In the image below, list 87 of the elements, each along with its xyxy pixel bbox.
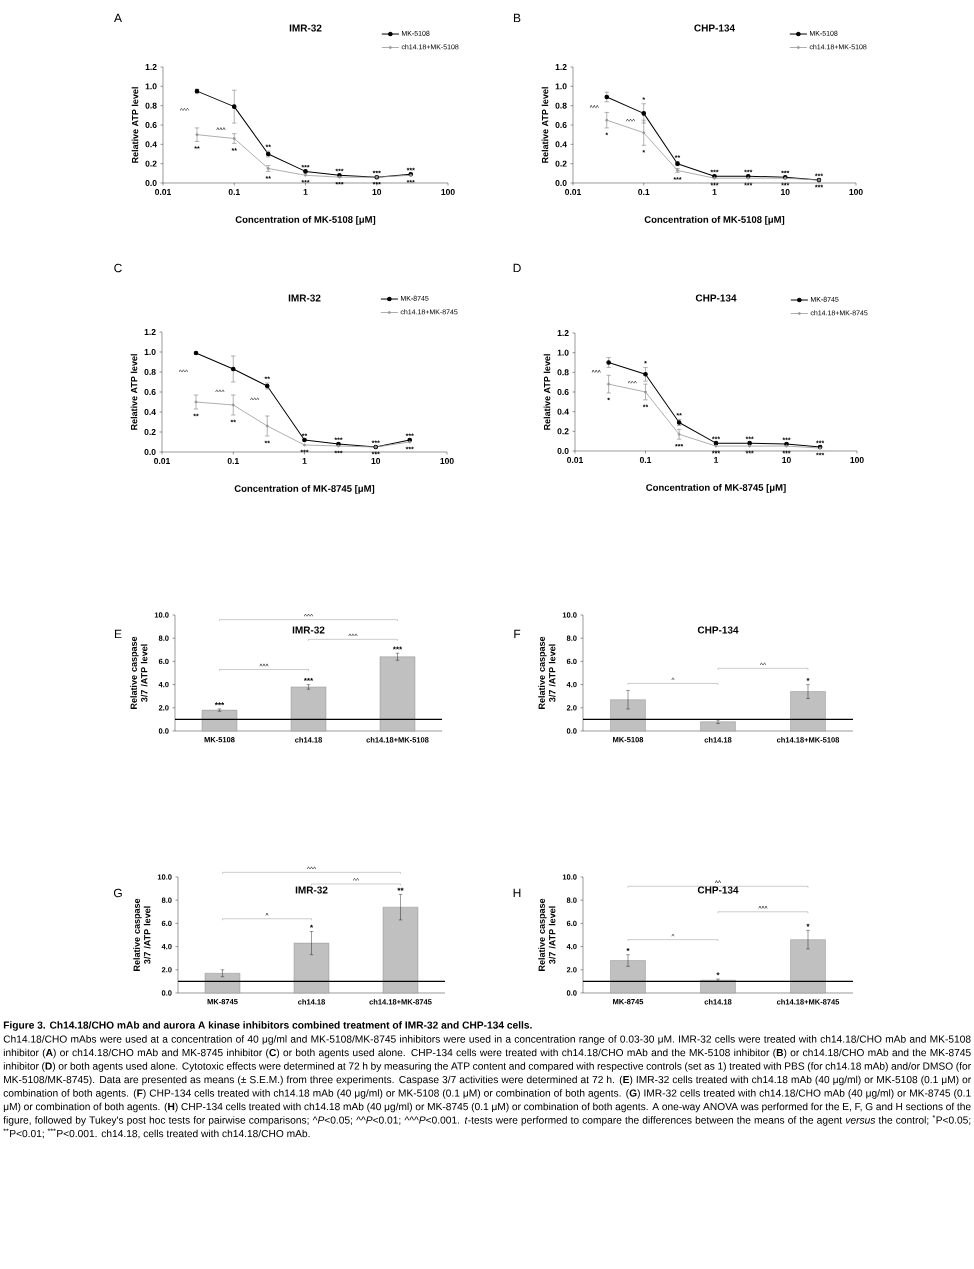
y-tick-label: 0.4	[144, 408, 156, 415]
y-tick-label: 0.2	[145, 160, 157, 167]
x-tick-label: 0.01	[155, 189, 172, 196]
caption: Figure 3. Ch14.18/CHO mAb and aurora A kinase inhibitors combined treatment of IMR-32 and CHP-134 cells.	[3, 1021, 532, 1031]
y-tick-label: 0.6	[144, 388, 156, 395]
y-tick-label: 1.2	[145, 64, 157, 70]
x-axis-title: Concentration of MK-5108 [μM]	[235, 215, 376, 225]
chart-title: IMR-32	[289, 24, 322, 32]
y-axis-title: Relative ATP level	[130, 354, 138, 430]
chart-title: IMR-32	[288, 294, 321, 302]
x-tick-label: 0.1	[228, 189, 240, 196]
y-tick-label: 0.8	[145, 102, 157, 109]
x-tick-label: 0.01	[154, 458, 171, 465]
y-tick-label: 0.0	[145, 179, 157, 186]
x-tick-label: 0.1	[639, 457, 652, 464]
y-tick-label: 1.0	[555, 83, 567, 90]
x-tick-label: 1	[712, 189, 717, 195]
data-label: *	[716, 972, 720, 976]
x-tick-label: 100	[849, 189, 863, 196]
y-axis-title: Relative ATP level	[541, 87, 549, 163]
y-tick-label: 0.4	[145, 141, 157, 148]
y-tick-label: 0.6	[145, 121, 157, 128]
x-tick-label: 100	[440, 458, 454, 465]
chart-title: CHP-134	[695, 294, 737, 302]
chart-title: CHP-134	[694, 24, 735, 32]
y-axis-title: Relative caspase 3/7 /ATP level	[538, 898, 556, 971]
x-tick-label: 0.01	[565, 189, 582, 196]
text: A	[114, 13, 122, 23]
y-tick-label: 0.2	[144, 428, 156, 435]
text: B	[513, 13, 521, 23]
x-tick-label: 1	[714, 457, 719, 463]
y-tick-label: 1.0	[144, 348, 156, 355]
y-tick-label: 1.0	[557, 349, 569, 356]
y-tick-label: 0.4	[557, 408, 569, 415]
y-tick-label: 1.2	[144, 329, 156, 335]
text: IMR-32	[295, 886, 328, 894]
text: C	[114, 263, 122, 273]
y-tick-label: 0.2	[557, 428, 569, 435]
y-axis-title: Relative caspase 3/7 /ATP level	[538, 636, 556, 709]
data-label: ***	[214, 702, 225, 706]
text: CHP-134	[697, 886, 739, 894]
x-tick-label: 10	[371, 458, 381, 465]
y-tick-label: 0.0	[144, 448, 156, 455]
y-tick-label: 0.0	[555, 179, 567, 186]
x-tick-label: 0.01	[567, 457, 584, 464]
y-tick-label: 0.0	[557, 447, 569, 454]
data-label: *	[309, 924, 314, 928]
text: H	[513, 888, 521, 898]
x-axis-title: Concentration of MK-8745 [μM]	[234, 484, 375, 494]
y-tick-label: 0.6	[557, 388, 569, 395]
y-tick-label: 1.2	[557, 330, 569, 336]
text: G	[113, 888, 122, 898]
x-axis-title: Concentration of MK-5108 [μM]	[644, 215, 785, 225]
x-tick-label: 100	[850, 457, 864, 464]
x-tick-label: 0.1	[227, 458, 239, 465]
y-axis-title: Relative caspase 3/7 /ATP level	[133, 898, 151, 971]
y-axis-title: Relative caspase 3/7 /ATP level	[130, 636, 148, 709]
y-tick-label: 0.8	[557, 369, 569, 376]
y-tick-label: 0.6	[555, 121, 567, 128]
text: E	[114, 629, 122, 639]
text: F	[514, 629, 521, 639]
y-tick-label: 1.2	[555, 64, 567, 70]
x-tick-label: 0.1	[638, 189, 650, 196]
x-tick-label: 1	[302, 458, 307, 464]
text: CHP-134	[697, 626, 739, 634]
x-tick-label: 1	[303, 189, 308, 195]
text: IMR-32	[292, 626, 325, 634]
y-axis-title: Relative ATP level	[131, 87, 139, 163]
x-tick-label: 10	[781, 189, 790, 196]
y-tick-label: 1.0	[145, 83, 157, 90]
data-label: *	[806, 923, 810, 927]
data-label: **	[397, 887, 404, 891]
x-tick-label: 10	[782, 457, 791, 464]
y-axis-title: Relative ATP level	[543, 354, 551, 430]
data-label: *	[806, 677, 810, 681]
x-tick-label: 100	[441, 189, 455, 196]
data-label: ***	[392, 646, 403, 650]
x-axis-title: Concentration of MK-8745 [μM]	[646, 483, 786, 493]
y-tick-label: 0.4	[555, 141, 567, 148]
y-tick-label: 0.8	[555, 102, 567, 109]
y-tick-label: 0.8	[144, 368, 156, 375]
y-tick-label: 0.2	[555, 160, 567, 167]
data-label: *	[626, 948, 630, 951]
text: D	[513, 263, 521, 273]
data-label: ***	[303, 677, 314, 681]
x-tick-label: 10	[372, 189, 382, 196]
text: Ch14.18/CHO mAbs were used at a concentration of 40 μg/ml and MK-5108/MK-8745 inhibitors were used in a concentration range of 0.03-30 μM. IMR-32 cells were treated with ch14.18/CHO mAb and MK-5108 inhibitor (A) or ch14.18/CHO mAb and MK-8745 inhibitor (C) or both agents used alone. CHP-134 cells were treated with ch14.18/CHO mAb and the MK-5108 inhibitor (B) or ch14.18/CHO mAb and the MK-8745 inhibitor (D) or both agents used alone. Cytotoxic effects were determined at 72 h by measuring the ATP content and compared with respective controls (set as 1) treated with PBS (for ch14.18 mAb) and/or DMSO (for MK-5108/MK-8745). Data are presented as means (± S.E.M.) from three experiments. Caspase 3/7 activities were determined at 72 h. (E) IMR-32 cells treated with ch14.18 mAb (40 μg/ml) or MK-5108 (0.1 μM) or combination of both agents. (F) CHP-134 cells treated with ch14.18 mAb (40 μg/ml) or MK-5108 (0.1 μM) or combination of both agents. (G) IMR-32 cells treated with ch14.18/CHO mAb (40 μg/ml) or MK-8745 (0.1 μM) or combination of both agents. (H) CHP-134 cells treated with ch14.18 mAb (40 μg/ml) or MK-8745 (0.1 μM) or combination of both agents. A one-way ANOVA was performed for the E, F, G and H sections of the figure, followed by Tukey's post hoc tests for pairwise comparisons; ^P<0.05; ^^P<0.01; ^^^P<0.001. t-tests were performed to compare the differences between the means of the agent versus the control; $^{*}$P<0.05; $^{**}$P<0.01; $^{***}$P<0.001. ch14.18, cells treated with ch14.18/CHO mAb.	[3, 1035, 971, 1139]
